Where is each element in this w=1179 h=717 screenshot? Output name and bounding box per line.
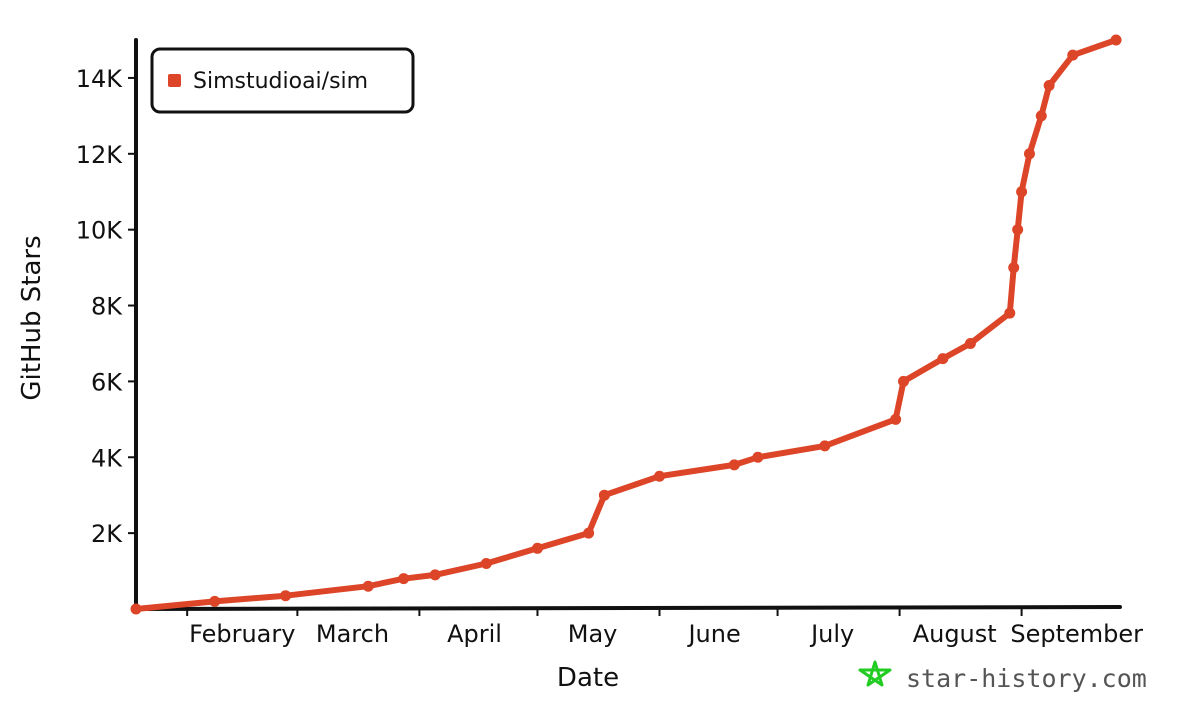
y-tick-label: 12K [76,141,124,169]
data-point [398,573,410,585]
data-point [280,590,292,602]
y-tick-label: 10K [76,217,124,245]
data-point [1012,224,1024,236]
star-icon [858,660,892,687]
data-point [1067,49,1079,61]
x-axis-line [132,605,1122,611]
watermark-text: star-history.com [906,664,1147,693]
legend-box [150,47,415,114]
data-point [1023,148,1035,160]
data-point [937,353,949,365]
data-point [209,595,221,607]
data-point [480,557,492,569]
data-point [898,375,910,387]
x-tick-label: May [568,620,618,648]
x-tick-label: April [447,620,502,648]
y-tick-label: 2K [91,520,123,548]
data-point [653,470,665,482]
x-tick-label: August [913,620,997,648]
data-point [819,440,831,452]
data-point [1043,80,1055,92]
data-point [362,580,374,592]
x-axis-ticks: February March April May June July August Septe… [186,609,1143,648]
data-point [1004,307,1016,319]
legend-label: Simstudioai/sim [193,69,368,94]
x-tick-label: July [809,620,854,648]
y-axis-ticks: 2K 4K 6K 8K 10K 12K 14K [76,65,136,548]
series-points [130,34,1122,615]
data-point [890,413,902,425]
legend-marker [168,74,181,87]
data-point [429,569,441,581]
x-tick-label: March [316,620,389,648]
watermark: star-history.com [858,660,1147,693]
data-point [583,527,595,539]
x-tick-label: February [189,620,295,648]
y-tick-label: 8K [91,293,123,321]
y-tick-label: 6K [91,368,123,396]
data-point [130,603,142,615]
data-point [531,542,543,554]
x-tick-label: September [1010,620,1143,648]
data-point [1016,186,1028,198]
data-point [1035,110,1047,122]
data-point [728,459,740,471]
x-axis-title: Date [557,663,619,693]
legend: Simstudioai/sim [150,47,415,114]
data-point [964,337,976,349]
series-line-simstudioai-sim [133,37,1120,612]
y-tick-label: 4K [91,444,123,472]
x-tick-label: June [686,620,740,648]
y-tick-label: 14K [76,65,124,93]
y-axis-title: GitHub Stars [17,235,47,400]
data-point [598,489,610,501]
data-point [752,451,764,463]
data-point [1110,34,1122,46]
data-point [1008,262,1020,274]
